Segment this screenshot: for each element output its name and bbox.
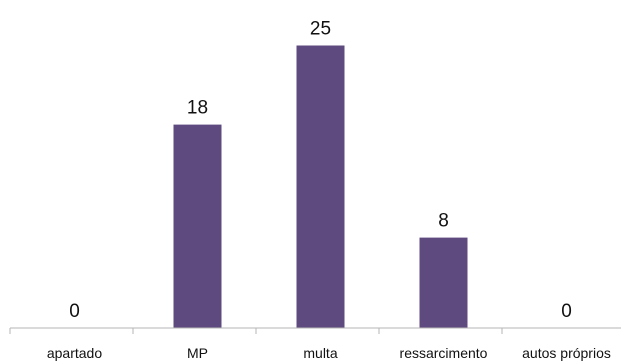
category-label-4: autos próprios bbox=[522, 345, 611, 361]
bar-2 bbox=[296, 45, 345, 328]
category-label-0: apartado bbox=[47, 345, 102, 361]
category-label-1: MP bbox=[187, 345, 208, 361]
category-label-3: ressarcimento bbox=[400, 345, 488, 361]
data-label-4: 0 bbox=[561, 301, 572, 322]
category-label-2: multa bbox=[303, 345, 337, 361]
bar-1 bbox=[173, 124, 222, 328]
value-labels-group: 0 18 25 8 0 bbox=[69, 19, 572, 323]
bars-group bbox=[173, 45, 468, 328]
data-label-1: 18 bbox=[187, 98, 208, 119]
bar-3 bbox=[419, 237, 468, 328]
category-labels-group: apartado MP multa ressarcimento autos própri… bbox=[47, 345, 611, 361]
data-label-2: 25 bbox=[310, 19, 331, 40]
data-label-3: 8 bbox=[438, 211, 449, 232]
x-axis-ticks-group bbox=[9, 328, 503, 334]
data-label-0: 0 bbox=[69, 301, 80, 322]
